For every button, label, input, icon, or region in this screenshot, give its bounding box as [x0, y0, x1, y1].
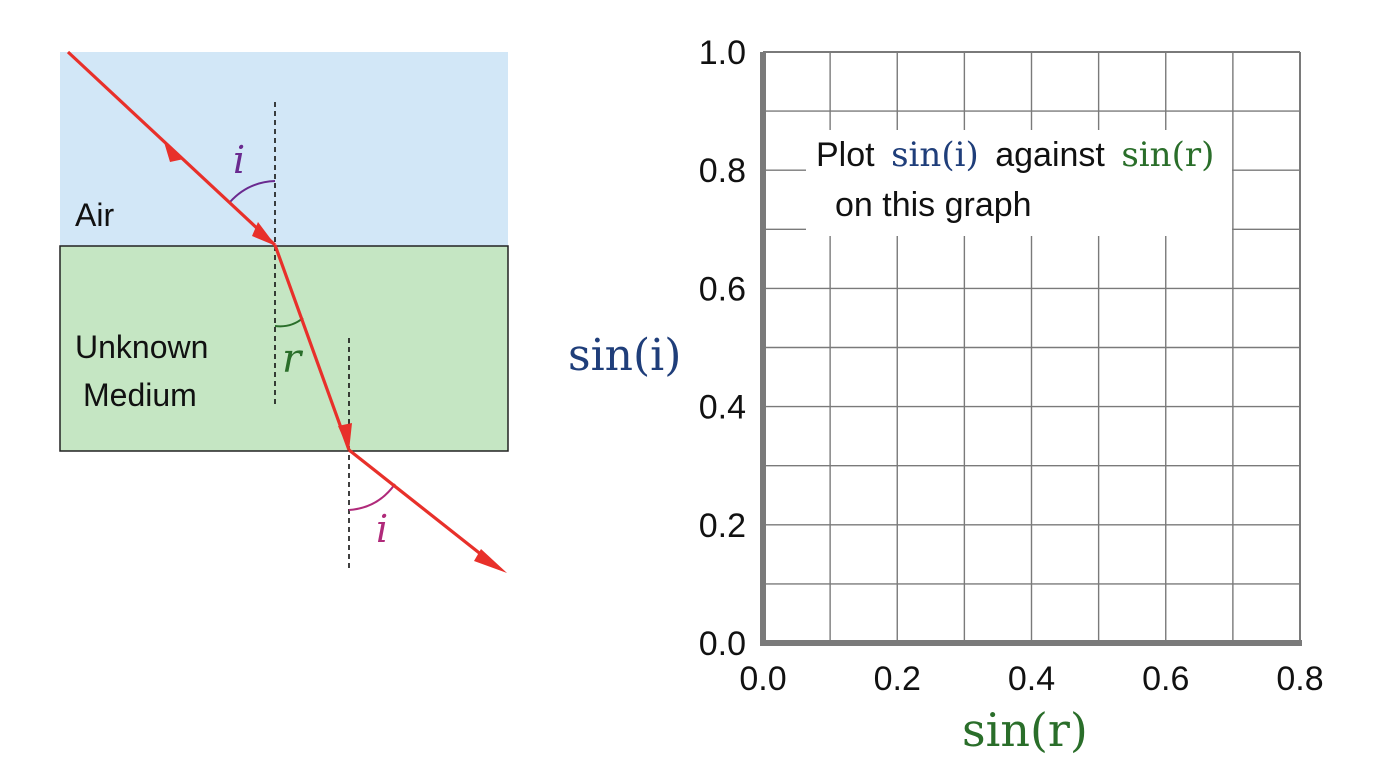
- instruction-line1: Plot sin(i) against sin(r): [816, 135, 1214, 175]
- y-tick-label: 0.6: [699, 270, 746, 308]
- x-tick-label: 0.0: [739, 660, 786, 698]
- y-tick-label: 0.2: [699, 507, 746, 545]
- emergent-ray: [348, 448, 493, 565]
- x-tick-label: 0.8: [1276, 660, 1323, 698]
- angle-arc-i-top: [229, 180, 276, 203]
- instruction-sin-r: sin(r): [1121, 135, 1214, 175]
- instruction-against: against: [995, 136, 1105, 174]
- x-tick-label: 0.6: [1142, 660, 1189, 698]
- angle-label-i-bottom: i: [376, 507, 388, 551]
- x-tick-labels: 0.0 0.2 0.4 0.6 0.8: [739, 660, 1323, 698]
- instruction-line2: on this graph: [835, 186, 1032, 224]
- y-tick-label: 0.8: [699, 152, 746, 190]
- air-region: [60, 52, 508, 246]
- instruction-plot: Plot: [816, 136, 875, 174]
- medium-block: [59, 245, 509, 452]
- y-tick-label: 0.4: [699, 389, 746, 427]
- angle-arc-i-bottom: [348, 483, 396, 511]
- air-label: Air: [75, 197, 114, 233]
- refracted-ray-arrow: [338, 423, 352, 451]
- angle-label-i-top: i: [233, 138, 245, 182]
- y-axis-label: sin(i): [568, 330, 681, 381]
- x-tick-label: 0.4: [1008, 660, 1055, 698]
- angle-label-r: r: [282, 336, 304, 382]
- y-tick-label: 0.0: [699, 625, 746, 663]
- graph: 1.0 0.8 0.6 0.4 0.2 0.0 0.0 0.2 0.4 0.6 0.8 Plot …: [568, 34, 1324, 757]
- incident-ray-arrow-mid: [164, 142, 184, 162]
- emergent-ray-arrow: [474, 549, 507, 573]
- instruction-sin-i: sin(i): [891, 135, 979, 175]
- refracted-ray: [273, 244, 351, 451]
- medium-label-line2: Medium: [83, 377, 197, 413]
- x-tick-label: 0.2: [874, 660, 921, 698]
- instruction-box: [806, 130, 1232, 236]
- medium-label-line1: Unknown: [75, 329, 208, 365]
- refraction-diagram: Air Unknown Medium i r i: [59, 50, 509, 573]
- x-axis-label: sin(r): [962, 703, 1088, 757]
- y-tick-labels: 1.0 0.8 0.6 0.4 0.2 0.0: [699, 34, 746, 663]
- incident-ray-arrow-end: [252, 222, 276, 246]
- y-tick-label: 1.0: [699, 34, 746, 72]
